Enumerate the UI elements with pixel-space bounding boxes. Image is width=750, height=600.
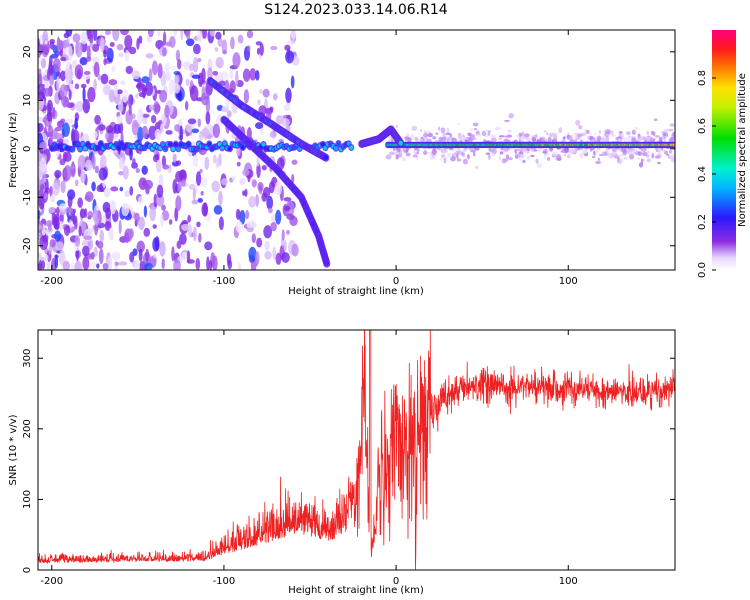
spectrogram-ytick-label: -20 (22, 238, 33, 254)
spectrogram-xtick-label: -100 (213, 276, 236, 287)
spectrogram-heatmap (38, 30, 675, 270)
snr-ytick-label: 200 (22, 419, 33, 438)
snr-ytick-label: 300 (22, 349, 33, 368)
spectrogram-ytick-label: 0 (22, 146, 33, 152)
colorbar-gradient (712, 30, 736, 270)
colorbar: 0.0 0.2 0.4 0.6 0.8 Normalized spectral ampl… (697, 30, 748, 278)
spectrogram-ytick-label: 10 (22, 94, 33, 107)
colorbar-ticks: 0.0 0.2 0.4 0.6 0.8 (697, 70, 716, 278)
spectrogram-ytick-label: -10 (22, 189, 33, 205)
snr-ylabel: SNR (10 * v/v) (8, 414, 19, 485)
colorbar-tick-label: 0.6 (697, 118, 708, 134)
spectrogram-xtick-label: -200 (40, 276, 63, 287)
colorbar-tick-label: 0.4 (697, 166, 708, 182)
figure-title: S124.2023.033.14.06.R14 (264, 2, 447, 18)
spectrogram-xtick-label: 0 (393, 276, 399, 287)
spectrogram-xtick-label: 100 (559, 276, 578, 287)
snr-ticks: -200 -100 0 100 0 100 200 300 (22, 330, 675, 587)
spectrogram-ytick-label: 20 (22, 45, 33, 58)
snr-xlabel: Height of straight line (km) (288, 585, 424, 596)
spectrogram-xlabel: Height of straight line (km) (288, 286, 424, 297)
snr-xtick-label: 0 (393, 576, 399, 587)
colorbar-tick-label: 0.8 (697, 70, 708, 86)
spectrogram-frame (37, 29, 676, 271)
snr-ytick-label: 0 (22, 567, 33, 573)
colorbar-tick-label: 0.0 (697, 262, 708, 278)
snr-ytick-label: 100 (22, 490, 33, 509)
snr-xtick-label: -200 (40, 576, 63, 587)
snr-xtick-label: 100 (559, 576, 578, 587)
snr-frame (37, 329, 676, 571)
colorbar-label: Normalized spectral amplitude (737, 73, 748, 227)
spectrogram-ylabel: Frequency (Hz) (8, 112, 19, 188)
colorbar-tick-label: 0.2 (697, 214, 708, 230)
snr-panel: -200 -100 0 100 0 100 200 300 Height of straigh… (8, 329, 676, 596)
snr-xtick-label: -100 (213, 576, 236, 587)
snr-line (38, 330, 675, 570)
